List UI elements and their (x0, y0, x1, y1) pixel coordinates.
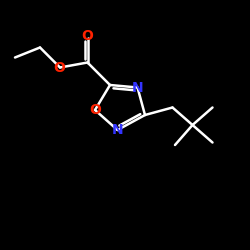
Text: O: O (89, 103, 101, 117)
Text: O: O (53, 60, 65, 74)
Text: O: O (82, 29, 94, 43)
Text: N: N (132, 80, 143, 94)
Text: N: N (112, 123, 123, 137)
